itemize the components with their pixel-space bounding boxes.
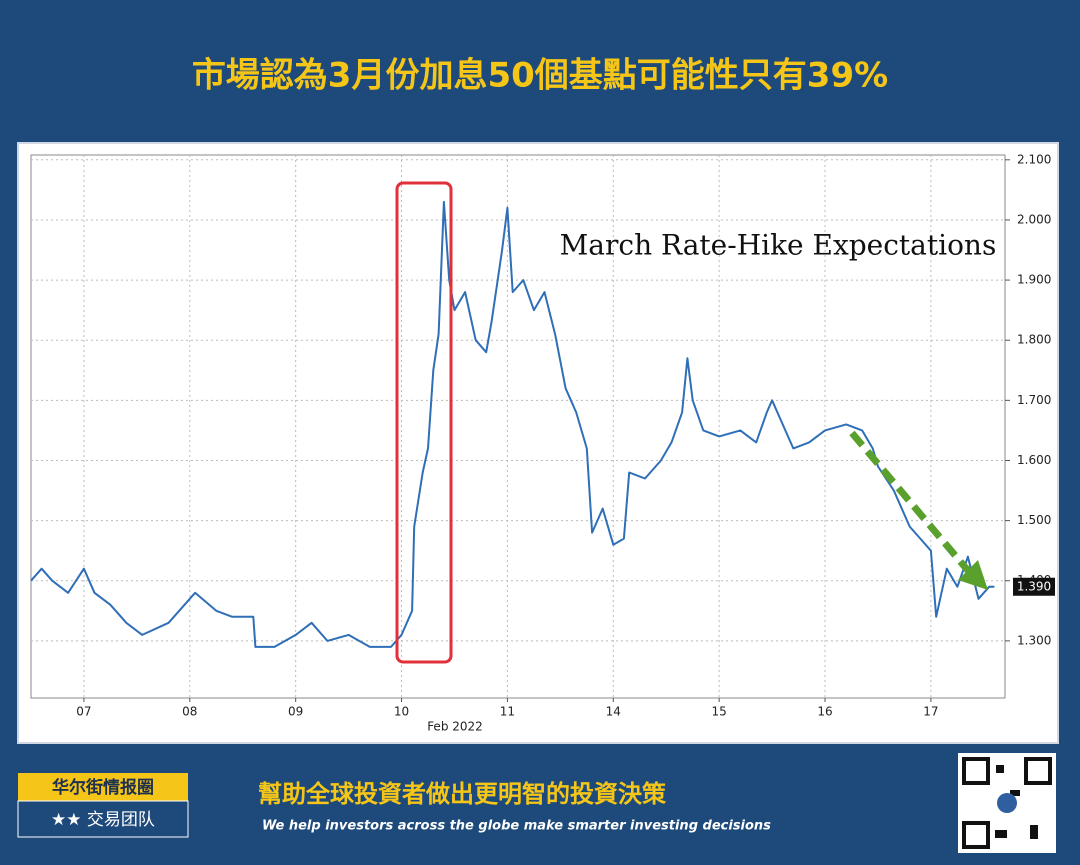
trend-arrow	[849, 430, 973, 576]
plot-area	[30, 154, 1006, 699]
qr-module	[995, 830, 1007, 838]
highlight-box	[395, 181, 453, 664]
team-box	[17, 800, 189, 838]
x-tick-label: 09	[288, 705, 303, 719]
brand: 华尔街情报圈	[52, 777, 154, 798]
x-tick-label: 16	[817, 705, 832, 719]
brand-box	[18, 773, 188, 801]
data-line	[30, 200, 995, 648]
value-label: 1.390	[1017, 579, 1051, 593]
qr-module	[1010, 790, 1020, 796]
y-tick-label: 1.800	[1017, 333, 1051, 347]
y-tick-label: 1.500	[1017, 513, 1051, 527]
y-tick-label: 1.600	[1017, 453, 1051, 467]
qr-code	[958, 753, 1056, 853]
slogan: 幫助全球投資者做出更明智的投資決策	[258, 780, 667, 808]
y-tick-label: 2.000	[1017, 212, 1051, 226]
qr-logo	[997, 793, 1017, 813]
qr-finder	[1024, 757, 1052, 785]
chart: 1.3001.4001.5001.6001.7001.8001.9002.000…	[30, 152, 1055, 734]
x-tick-label: 08	[182, 705, 197, 719]
qr-module	[1030, 825, 1038, 839]
page-title: 市場認為3月份加息50個基點可能性只有39%	[192, 56, 888, 96]
y-tick-label: 1.300	[1017, 633, 1051, 647]
y-tick-label: 2.100	[1017, 152, 1051, 166]
x-axis-label: Feb 2022	[427, 720, 483, 734]
x-tick-label: 17	[923, 705, 938, 719]
qr-finder	[962, 757, 990, 785]
qr-module	[996, 765, 1004, 773]
y-tick-label: 1.900	[1017, 273, 1051, 287]
team: ★★ 交易团队	[51, 810, 155, 830]
x-tick-label: 11	[500, 705, 515, 719]
x-tick-label: 10	[394, 705, 409, 719]
y-tick-label: 1.700	[1017, 393, 1051, 407]
x-tick-label: 07	[76, 705, 91, 719]
qr-finder	[962, 821, 990, 849]
trend-arrowhead	[958, 560, 988, 590]
x-tick-label: 14	[606, 705, 621, 719]
chart-title: March Rate-Hike Expectations	[560, 229, 997, 262]
slogan-en: We help investors across the globe make …	[262, 819, 771, 834]
x-tick-label: 15	[712, 705, 727, 719]
value-label-box	[1013, 577, 1055, 596]
